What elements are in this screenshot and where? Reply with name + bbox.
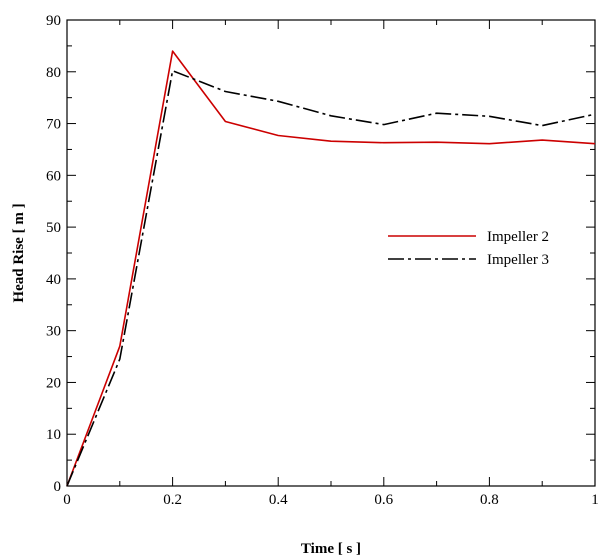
y-tick-label: 80 — [46, 65, 61, 81]
ticks — [66, 19, 596, 487]
x-tick-label: 0.6 — [374, 492, 393, 508]
x-tick-label: 0.8 — [480, 492, 499, 508]
y-axis-title: Head Rise [ m ] — [11, 203, 27, 302]
y-tick-label: 20 — [46, 375, 61, 391]
y-tick-label: 90 — [46, 13, 61, 29]
x-tick-label: 0 — [63, 492, 71, 508]
x-tick-label: 1 — [591, 492, 599, 508]
y-tick-label: 0 — [54, 479, 62, 495]
y-tick-label: 40 — [46, 272, 61, 288]
y-tick-label: 70 — [46, 117, 61, 133]
y-tick-label: 60 — [46, 168, 61, 184]
y-tick-label: 30 — [46, 324, 61, 340]
x-axis-title: Time [ s ] — [301, 541, 361, 557]
legend-label-impeller-3: Impeller 3 — [487, 252, 549, 268]
x-tick-label: 0.2 — [163, 492, 182, 508]
y-tick-label: 50 — [46, 220, 61, 236]
y-tick-label: 10 — [46, 427, 61, 443]
series-line-impeller-2 — [66, 50, 596, 487]
series-lines — [66, 50, 596, 487]
series-line-impeller-3 — [66, 69, 596, 487]
legend: Impeller 2 Impeller 3 — [388, 229, 549, 268]
x-tick-label: 0.4 — [269, 492, 288, 508]
legend-label-impeller-2: Impeller 2 — [487, 229, 549, 245]
